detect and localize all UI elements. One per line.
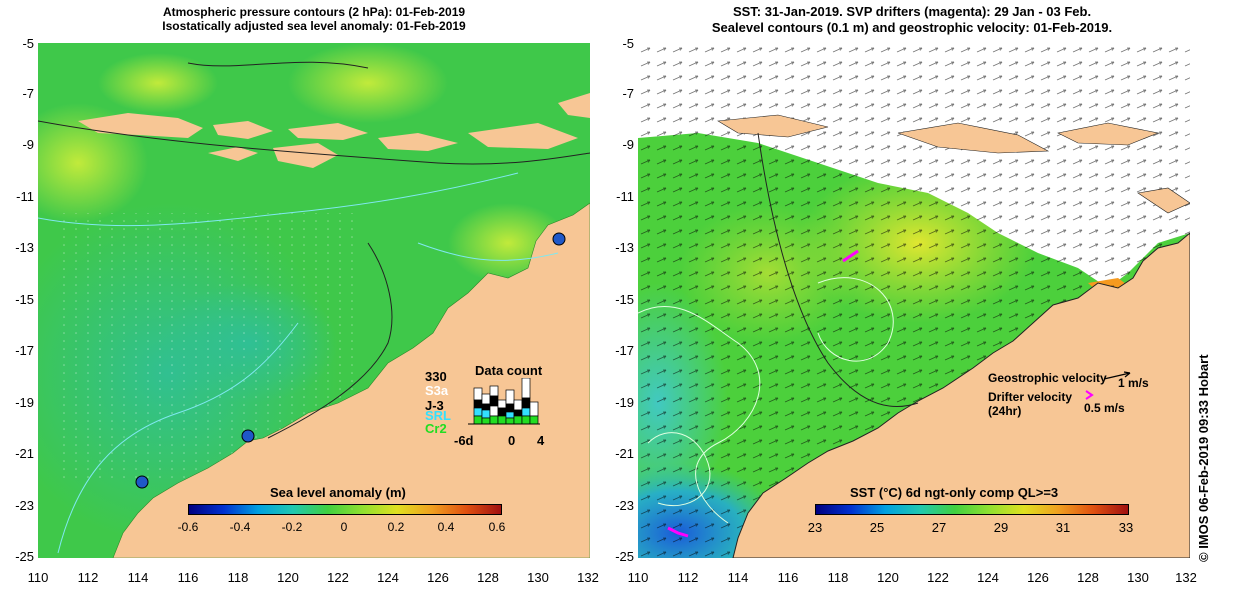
sla-tick: -0.6	[177, 520, 199, 534]
left-title-line2: Isostatically adjusted sea level anomaly…	[162, 19, 466, 33]
right-land-australia	[732, 232, 1190, 558]
left-ytick: -21	[15, 446, 34, 461]
left-title-line1: Atmospheric pressure contours (2 hPa): 0…	[162, 5, 466, 19]
right-ytick: -13	[615, 240, 634, 255]
left-ytick: -9	[22, 137, 34, 152]
sst-tick: 33	[1118, 520, 1134, 535]
geostrophic-scale: 1 m/s	[1118, 376, 1149, 390]
left-xtick: 116	[177, 570, 199, 585]
sst-tick: 29	[993, 520, 1009, 535]
right-xtick: 114	[727, 570, 749, 585]
sla-tick: 0.4	[437, 520, 455, 534]
left-ytick: -7	[22, 86, 34, 101]
left-ytick: -25	[15, 549, 34, 564]
sla-tick: 0.2	[387, 520, 405, 534]
right-ytick: -21	[615, 446, 634, 461]
sst-tick: 23	[807, 520, 823, 535]
left-xtick: 124	[377, 570, 399, 585]
sst-tick: 25	[869, 520, 885, 535]
right-xtick: 132	[1175, 570, 1197, 585]
right-xtick: 120	[877, 570, 899, 585]
data-count-chart	[468, 378, 540, 425]
right-ytick: -19	[615, 395, 634, 410]
left-xtick: 122	[327, 570, 349, 585]
right-xtick: 110	[627, 570, 649, 585]
right-ytick: -23	[615, 498, 634, 513]
sla-colorbar-title: Sea level anomaly (m)	[270, 485, 406, 500]
left-xtick: 128	[477, 570, 499, 585]
drifter-label-line2: (24hr)	[988, 404, 1022, 418]
sat-cr2: Cr2	[425, 421, 447, 436]
right-ytick: -15	[615, 292, 634, 307]
geostrophic-label: Geostrophic velocity	[988, 371, 1107, 385]
right-xtick: 112	[677, 570, 699, 585]
left-ytick: -11	[16, 189, 34, 204]
sst-tick: 27	[931, 520, 947, 535]
left-xtick: 114	[127, 570, 149, 585]
sla-colorbar	[188, 504, 502, 515]
left-xtick: 126	[427, 570, 449, 585]
right-xtick: 124	[977, 570, 999, 585]
right-ytick: -5	[622, 36, 634, 51]
data-count-max: 330	[425, 369, 447, 384]
sla-tick: 0.6	[488, 520, 506, 534]
right-map	[638, 43, 1190, 558]
right-ytick: -7	[622, 86, 634, 101]
right-title-line1: SST: 31-Jan-2019. SVP drifters (magenta)…	[732, 4, 1092, 19]
left-xtick: 118	[227, 570, 249, 585]
right-ytick: -11	[616, 189, 634, 204]
right-ytick: -25	[615, 549, 634, 564]
left-xtick: 130	[527, 570, 549, 585]
right-xtick: 130	[1127, 570, 1149, 585]
right-xtick: 126	[1027, 570, 1049, 585]
right-xtick: 116	[777, 570, 799, 585]
sla-tick: -0.4	[229, 520, 251, 534]
credit-label: © IMOS 06-Feb-2019 09:33 Hobart	[1196, 354, 1211, 562]
left-land-australia	[112, 202, 590, 558]
data-count-axis-mid: 0	[508, 433, 516, 448]
left-xtick: 132	[577, 570, 599, 585]
sat-j3: J-3	[425, 398, 444, 413]
left-ytick: -19	[15, 395, 34, 410]
left-ytick: -13	[15, 240, 34, 255]
data-count-axis-left: -6d	[454, 433, 474, 448]
left-ytick: -15	[15, 292, 34, 307]
right-title-line2: Sealevel contours (0.1 m) and geostrophi…	[711, 20, 1113, 35]
sst-tick: 31	[1055, 520, 1071, 535]
left-xtick: 110	[27, 570, 49, 585]
right-xtick: 128	[1077, 570, 1099, 585]
sst-colorbar	[815, 504, 1129, 515]
sat-s3a: S3a	[425, 383, 449, 398]
data-count-axis-right: 4	[537, 433, 545, 448]
left-map	[38, 43, 590, 558]
right-ytick: -9	[622, 137, 634, 152]
left-ytick: -17	[15, 343, 34, 358]
right-xtick: 122	[927, 570, 949, 585]
left-xtick: 120	[277, 570, 299, 585]
sat-srl: SRL	[425, 408, 451, 423]
right-xtick: 118	[827, 570, 849, 585]
sla-tick: -0.2	[281, 520, 303, 534]
left-xtick: 112	[77, 570, 99, 585]
sst-colorbar-title: SST (°C) 6d ngt-only comp QL>=3	[850, 485, 1059, 500]
drifter-scale: 0.5 m/s	[1084, 401, 1125, 415]
sla-tick: 0	[340, 520, 348, 534]
left-ytick: -5	[22, 36, 34, 51]
right-ytick: -17	[615, 343, 634, 358]
drifter-label-line1: Drifter velocity	[988, 390, 1073, 404]
data-count-title: Data count	[475, 363, 543, 378]
left-ytick: -23	[15, 498, 34, 513]
